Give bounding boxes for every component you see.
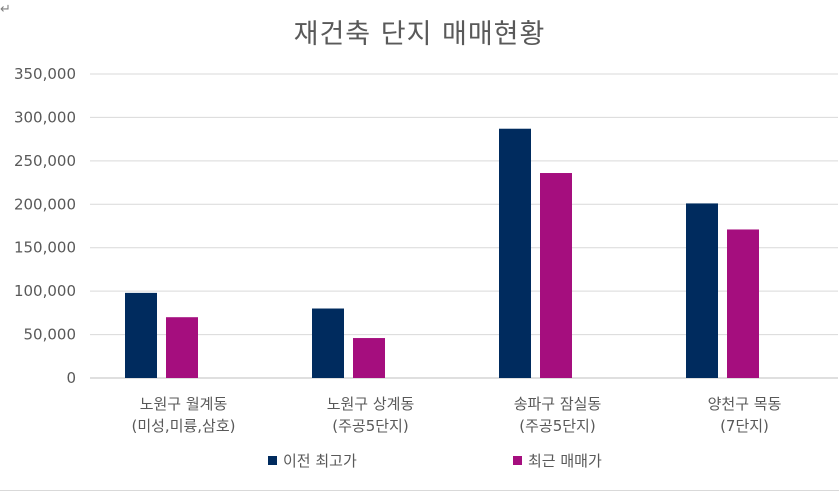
x-category-label: (7단지) [720,417,769,435]
bars [125,128,759,378]
x-category-label: (주공5단지) [332,417,408,435]
x-axis-categories: 노원구 월계동 (미성,미륭,삼호) 노원구 상계동 (주공5단지) 송파구 잠실동 (주… [131,395,781,435]
x-category-label: (주공5단지) [519,417,595,435]
y-tick-label: 250,000 [14,152,76,170]
y-tick-label: 0 [66,369,76,387]
bar-1-series-1 [353,338,385,378]
legend-label-0: 이전 최고가 [283,452,357,470]
x-category-label: 양천구 목동 [708,395,782,413]
x-category-label: 노원구 상계동 [327,395,415,413]
y-axis-ticks: 0 50,000 100,000 150,000 200,000 250,000 300,0… [14,65,76,387]
bar-3-series-1 [727,229,759,378]
bar-0-series-1 [166,317,198,378]
x-category-label: 노원구 월계동 [140,395,228,413]
y-tick-label: 200,000 [14,195,76,213]
bar-2-series-0 [499,128,531,378]
paragraph-return-mark: ↵ [0,2,11,17]
legend: 이전 최고가 최근 매매가 [0,450,839,470]
legend-swatch-0 [268,456,277,465]
y-tick-label: 50,000 [24,326,77,344]
y-tick-label: 300,000 [14,108,76,126]
bar-2-series-1 [540,173,572,378]
x-category-label: (미성,미륭,삼호) [131,417,235,435]
bar-3-series-0 [686,203,718,378]
y-tick-label: 350,000 [14,65,76,83]
y-tick-label: 150,000 [14,239,76,257]
legend-swatch-1 [513,456,522,465]
y-tick-label: 100,000 [14,282,76,300]
gridlines [90,73,838,379]
bar-0-series-0 [125,292,157,378]
legend-item-0: 이전 최고가 [268,450,357,471]
chart-title: 재건축 단지 매매현황 [293,19,546,50]
bottom-border [0,490,839,491]
bar-1-series-0 [312,308,344,378]
legend-item-1: 최근 매매가 [513,450,602,471]
x-category-label: 송파구 잠실동 [514,395,602,413]
legend-label-1: 최근 매매가 [528,452,602,470]
